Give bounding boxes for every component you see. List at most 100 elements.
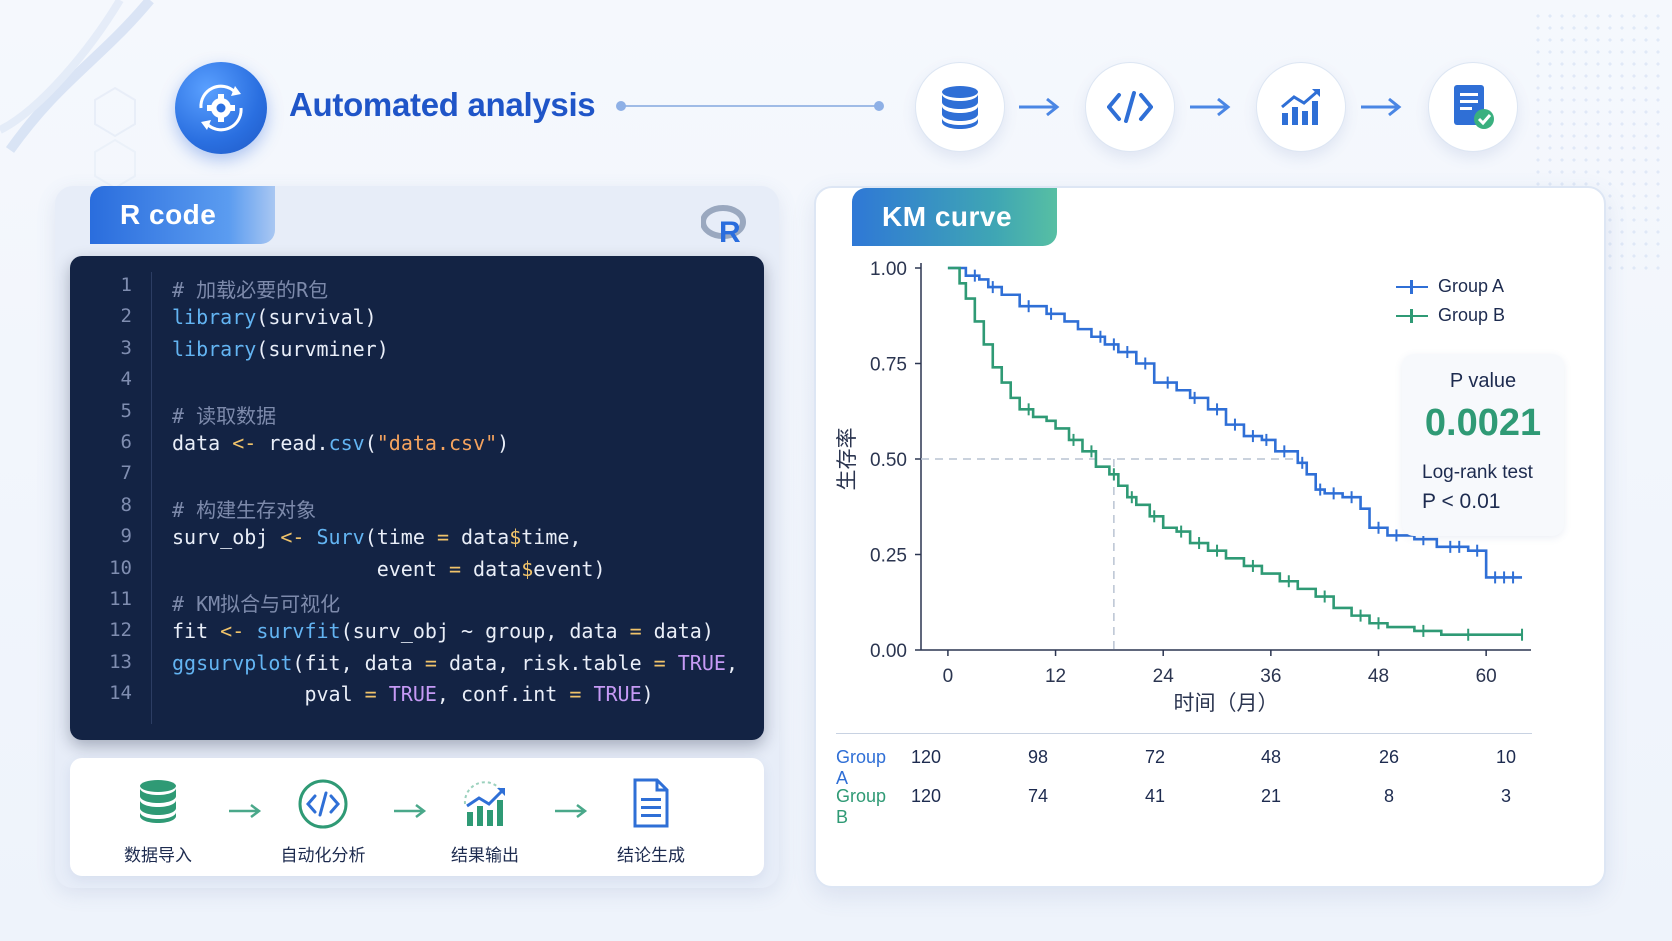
chart-legend: Group A Group B [1396, 272, 1505, 330]
r-logo-icon: R [701, 205, 746, 244]
code-text: ggsurvplot(fit, data = data, risk.table … [172, 650, 738, 675]
y-tick-label: 0.50 [870, 450, 907, 471]
r-code-panel: R code R 1 # 加载必要的R包 2 library(survival) 3 li… [55, 186, 779, 888]
y-tick-label: 0.75 [870, 355, 907, 376]
code-line: 7 [70, 462, 764, 493]
legend-label: Group A [1438, 276, 1505, 296]
x-tick-label: 12 [1045, 666, 1066, 687]
risk-table-divider [836, 733, 1532, 734]
code-text: surv_obj <- Surv(time = data$time, [172, 525, 582, 550]
chart-up-icon [1256, 62, 1346, 152]
arrow-right-icon [1361, 97, 1402, 117]
km-curve-group-b [947, 266, 1523, 637]
legend-item-group-b[interactable]: Group B [1396, 301, 1505, 330]
risk-cell: 120 [910, 786, 942, 806]
pvalue-value: 0.0021 [1424, 402, 1542, 444]
x-tick-label: 0 [943, 666, 954, 687]
code-text: data <- read.csv("data.csv") [172, 430, 510, 455]
risk-cell: 72 [1144, 747, 1166, 767]
code-line: 4 [70, 368, 764, 399]
workflow-step-import: 数据导入 [98, 778, 218, 866]
legend-swatch-group-a [1396, 279, 1428, 294]
code-icon [298, 779, 348, 829]
database-icon [915, 62, 1005, 152]
code-line: 12 fit <- survfit(surv_obj ~ group, data … [70, 619, 764, 650]
title-connector-line [616, 101, 884, 111]
workflow-step-analysis: 自动化分析 [263, 778, 383, 866]
database-icon [140, 780, 176, 823]
workflow-step-conclusion: 结论生成 [591, 778, 711, 866]
pvalue-summary: P < 0.01 [1422, 490, 1501, 513]
code-text: library(survminer) [172, 336, 389, 361]
header: Automated analysis [175, 62, 1518, 154]
line-number: 4 [120, 368, 132, 391]
line-number: 11 [109, 587, 132, 610]
pvalue-box: P value 0.0021 Log-rank test P < 0.01 [1402, 354, 1564, 536]
x-tick-label: 24 [1153, 666, 1175, 687]
arrow-right-icon [1019, 97, 1060, 117]
arrow-right-icon [1190, 97, 1231, 117]
code-text: # KM拟合与可视化 [172, 591, 341, 616]
arrow-right-icon [394, 804, 427, 818]
code-line: 1 # 加载必要的R包 [70, 274, 764, 305]
legend-swatch-group-b [1396, 308, 1428, 323]
code-text: library(survival) [172, 305, 377, 330]
code-line: 2 library(survival) [70, 305, 764, 336]
code-text: # 加载必要的R包 [172, 278, 329, 302]
code-icon [1085, 62, 1175, 152]
automation-gear-icon [175, 62, 267, 154]
y-tick-label: 0.25 [870, 546, 907, 567]
km-chart: 0.00 0.25 0.50 0.75 1.00 0 12 24 36 48 60 时间（月） 生存率 [835, 259, 1531, 715]
arrow-right-icon [555, 804, 588, 818]
risk-cell: 21 [1260, 786, 1282, 806]
arrow-right-icon [229, 804, 262, 818]
x-tick-label: 36 [1260, 666, 1281, 687]
risk-cell: 41 [1144, 786, 1166, 806]
risk-cell: 26 [1378, 747, 1400, 767]
line-number: 8 [120, 493, 132, 516]
pvalue-label: P value [1449, 370, 1517, 392]
line-number: 3 [120, 336, 132, 359]
dna-decoration [0, 0, 154, 190]
x-tick-label: 60 [1476, 666, 1497, 687]
workflow-step-output: 结果输出 [425, 778, 545, 866]
legend-label: Group B [1438, 305, 1506, 325]
risk-cell: 3 [1500, 786, 1511, 806]
workflow-step-label: 结论生成 [617, 846, 685, 865]
code-line: 6 data <- read.csv("data.csv") [70, 431, 764, 462]
page-title: Automated analysis [289, 86, 596, 123]
risk-cell: 48 [1260, 747, 1282, 767]
tab-km-curve[interactable]: KM curve [852, 188, 1057, 246]
risk-cell: 8 [1383, 786, 1394, 806]
code-text: pval = TRUE, conf.int = TRUE) [172, 682, 654, 707]
line-number: 13 [109, 650, 132, 673]
line-number: 5 [120, 399, 132, 422]
svg-text:R: R [719, 216, 741, 244]
line-number: 10 [109, 556, 132, 579]
y-axis-label: 生存率 [835, 428, 859, 491]
code-line: 8 # 构建生存对象 [70, 494, 764, 525]
risk-cell: 74 [1027, 786, 1049, 806]
code-line: 13 ggsurvplot(fit, data = data, risk.tabl… [70, 651, 764, 682]
code-line: 10 event = data$event) [70, 557, 764, 588]
chart-up-icon [463, 781, 505, 826]
risk-cell: 120 [910, 747, 942, 767]
code-line: 9 surv_obj <- Surv(time = data$time, [70, 525, 764, 556]
code-text: # 构建生存对象 [172, 497, 317, 522]
tab-r-code[interactable]: R code [90, 186, 275, 244]
y-tick-label: 0.00 [870, 641, 907, 662]
test-name: Log-rank test [1422, 462, 1533, 483]
code-line: 3 library(survminer) [70, 337, 764, 368]
line-number: 2 [120, 305, 132, 328]
y-tick-label: 1.00 [870, 259, 907, 280]
km-curve-panel: 0.00 0.25 0.50 0.75 1.00 0 12 24 36 48 60 时间（月） 生存率 … [814, 186, 1606, 888]
line-number: 6 [120, 430, 132, 453]
risk-cell: 98 [1027, 747, 1049, 767]
x-axis-label: 时间（月） [1174, 691, 1279, 715]
risk-row-label: Group B [836, 786, 887, 827]
km-curve-group-a [947, 266, 1523, 579]
code-line: 14 pval = TRUE, conf.int = TRUE) [70, 682, 764, 713]
line-number: 7 [120, 462, 132, 485]
legend-item-group-a[interactable]: Group A [1396, 272, 1505, 301]
code-editor[interactable]: 1 # 加载必要的R包 2 library(survival) 3 library(sur… [70, 256, 764, 740]
